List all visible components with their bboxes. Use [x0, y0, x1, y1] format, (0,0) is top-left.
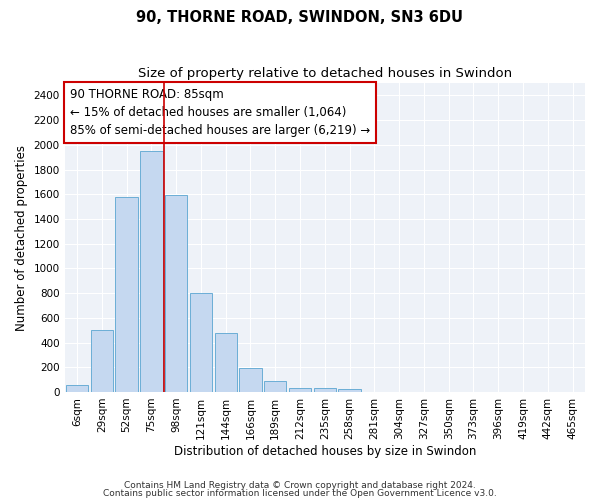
Bar: [264, 381, 286, 392]
Bar: [314, 388, 336, 392]
X-axis label: Distribution of detached houses by size in Swindon: Distribution of detached houses by size …: [173, 444, 476, 458]
Title: Size of property relative to detached houses in Swindon: Size of property relative to detached ho…: [138, 68, 512, 80]
Bar: [165, 196, 187, 392]
Text: Contains HM Land Registry data © Crown copyright and database right 2024.: Contains HM Land Registry data © Crown c…: [124, 481, 476, 490]
Bar: [190, 293, 212, 392]
Bar: [91, 330, 113, 392]
Y-axis label: Number of detached properties: Number of detached properties: [15, 144, 28, 330]
Bar: [115, 196, 138, 392]
Bar: [289, 388, 311, 392]
Bar: [338, 390, 361, 392]
Text: 90 THORNE ROAD: 85sqm
← 15% of detached houses are smaller (1,064)
85% of semi-d: 90 THORNE ROAD: 85sqm ← 15% of detached …: [70, 88, 370, 136]
Text: Contains public sector information licensed under the Open Government Licence v3: Contains public sector information licen…: [103, 488, 497, 498]
Bar: [66, 385, 88, 392]
Bar: [239, 368, 262, 392]
Bar: [215, 332, 237, 392]
Text: 90, THORNE ROAD, SWINDON, SN3 6DU: 90, THORNE ROAD, SWINDON, SN3 6DU: [137, 10, 464, 25]
Bar: [140, 151, 163, 392]
